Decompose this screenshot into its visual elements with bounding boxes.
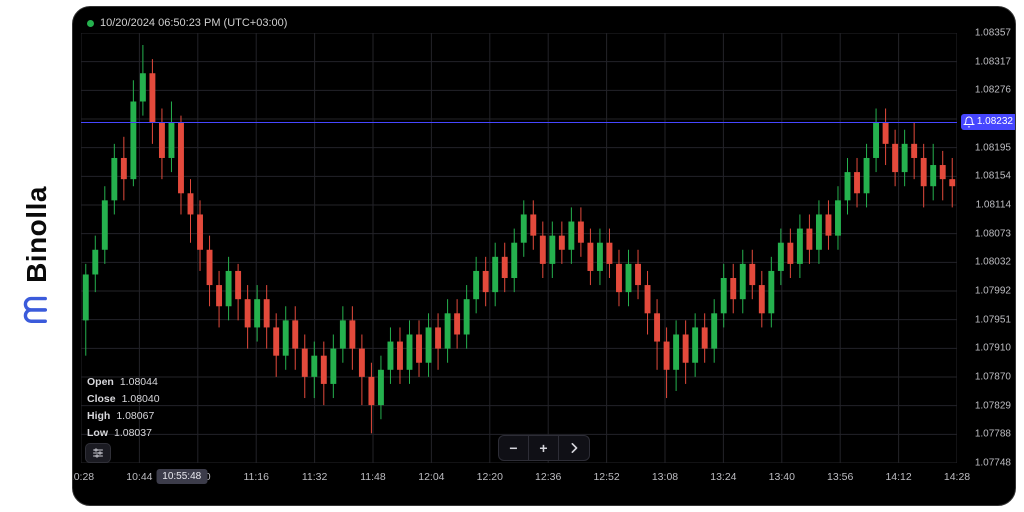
y-tick-label: 1.08073 — [975, 228, 1011, 239]
live-dot-icon — [87, 20, 94, 27]
y-tick-label: 1.07992 — [975, 286, 1011, 297]
y-tick-label: 1.08114 — [976, 200, 1011, 211]
x-tick-label: 12:52 — [593, 471, 619, 483]
x-tick-label: 11:48 — [360, 471, 386, 483]
y-axis: 1.083571.083171.082761.082361.081951.081… — [957, 33, 1015, 463]
scroll-right-button[interactable] — [559, 436, 589, 460]
y-tick-label: 1.08276 — [975, 85, 1011, 96]
y-tick-label: 1.07748 — [975, 458, 1011, 469]
x-tick-label: 11:16 — [243, 471, 269, 483]
y-tick-label: 1.08317 — [975, 56, 1011, 67]
current-price-badge: 1.08232 — [961, 114, 1016, 130]
x-tick-label: 11:32 — [302, 471, 328, 483]
y-tick-label: 1.08154 — [975, 171, 1011, 182]
x-hover-label: 10:55:48 — [156, 469, 207, 484]
x-tick-label: 10:28 — [72, 471, 94, 483]
brand-sidebar: Binolla — [0, 6, 72, 506]
brand-name: Binolla — [20, 186, 52, 283]
x-tick-label: 13:40 — [769, 471, 795, 483]
x-tick-label: 14:28 — [944, 471, 970, 483]
timestamp-label: 10/20/2024 06:50:23 PM (UTC+03:00) — [87, 17, 287, 29]
x-tick-label: 12:04 — [418, 471, 444, 483]
x-tick-label: 10:44 — [126, 471, 152, 483]
candlestick-plot[interactable] — [81, 33, 957, 463]
y-tick-label: 1.08357 — [975, 28, 1011, 39]
y-tick-label: 1.08032 — [975, 257, 1011, 268]
x-tick-label: 13:24 — [710, 471, 736, 483]
x-tick-label: 12:20 — [477, 471, 503, 483]
timestamp-text: 10/20/2024 06:50:23 PM (UTC+03:00) — [100, 17, 287, 29]
y-tick-label: 1.07951 — [975, 314, 1011, 325]
x-axis: 10:2810:4411:0011:1611:3211:4812:0412:20… — [81, 463, 957, 505]
y-tick-label: 1.08195 — [975, 142, 1011, 153]
y-tick-label: 1.07870 — [975, 372, 1011, 383]
chart-settings-button[interactable] — [85, 443, 111, 463]
y-tick-label: 1.07829 — [975, 400, 1011, 411]
x-tick-label: 13:08 — [652, 471, 678, 483]
chart-panel: 10/20/2024 06:50:23 PM (UTC+03:00) 1.083… — [72, 6, 1016, 506]
x-tick-label: 14:12 — [885, 471, 911, 483]
zoom-controls: − + — [498, 435, 590, 461]
y-tick-label: 1.07788 — [975, 429, 1011, 440]
ohlc-info: Open1.08044 Close1.08040 High1.08067 Low… — [87, 375, 160, 443]
x-tick-label: 12:36 — [535, 471, 561, 483]
zoom-in-button[interactable]: + — [529, 436, 559, 460]
brand-logo-icon — [17, 292, 56, 326]
zoom-out-button[interactable]: − — [499, 436, 529, 460]
x-tick-label: 13:56 — [827, 471, 853, 483]
y-tick-label: 1.07910 — [975, 343, 1011, 354]
